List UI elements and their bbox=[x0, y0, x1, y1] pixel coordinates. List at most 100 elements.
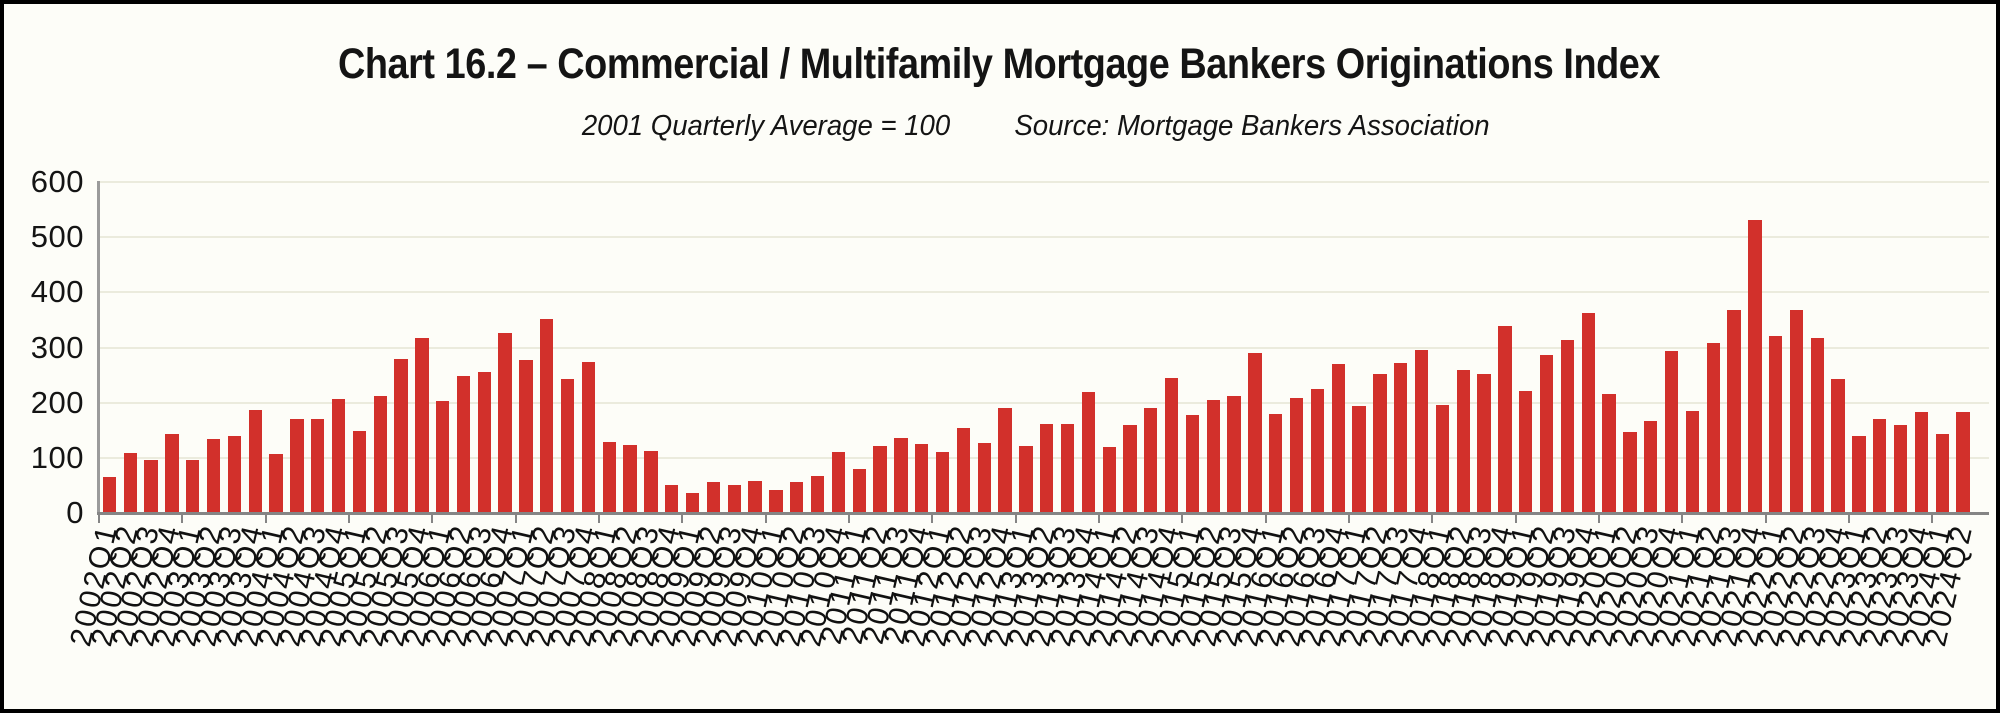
bar bbox=[311, 418, 325, 513]
bar-slot bbox=[1640, 182, 1661, 513]
bar-slot bbox=[453, 182, 474, 513]
gridline bbox=[99, 236, 1989, 239]
bar bbox=[873, 445, 887, 513]
x-axis-tick bbox=[1348, 513, 1350, 523]
bar bbox=[581, 361, 596, 513]
bar bbox=[1102, 447, 1116, 513]
bar bbox=[1644, 421, 1658, 513]
plot-area: 2002Q1 2002Q2 2002Q3 2002Q4 2003Q1 2003Q2 2003… bbox=[65, 181, 1989, 649]
bar bbox=[831, 451, 846, 513]
bar bbox=[644, 451, 658, 513]
bar-slot bbox=[745, 182, 766, 513]
bar-slot bbox=[1120, 182, 1141, 513]
y-axis-line bbox=[97, 181, 100, 514]
bar-slot bbox=[1015, 182, 1036, 513]
bar-slot bbox=[1432, 182, 1453, 513]
bar bbox=[1498, 326, 1512, 513]
x-axis-tick bbox=[1431, 513, 1434, 523]
bar-slot bbox=[1182, 182, 1203, 513]
bar bbox=[1602, 393, 1616, 513]
bar-slot bbox=[1494, 182, 1515, 513]
x-axis-tick bbox=[681, 513, 684, 523]
bar-slot bbox=[245, 182, 266, 513]
gridline bbox=[99, 291, 1989, 294]
bar bbox=[1373, 373, 1387, 513]
bar bbox=[1560, 340, 1575, 513]
bar bbox=[1081, 391, 1095, 513]
bar bbox=[1623, 432, 1637, 513]
bar bbox=[373, 396, 387, 513]
bar bbox=[331, 399, 346, 513]
gridline bbox=[99, 181, 1989, 183]
bar bbox=[436, 401, 450, 513]
bar bbox=[1435, 404, 1450, 513]
bar bbox=[144, 460, 158, 513]
bar-slot bbox=[682, 182, 703, 513]
x-axis-tick bbox=[1098, 513, 1100, 523]
bar-slot bbox=[995, 182, 1016, 513]
bar-slot bbox=[1411, 182, 1432, 513]
bar-slot bbox=[1932, 182, 1953, 513]
bar-slot bbox=[1661, 182, 1682, 513]
x-axis-tick bbox=[1764, 513, 1767, 523]
y-axis-label: 500 bbox=[30, 219, 84, 255]
bar-slot bbox=[828, 182, 849, 513]
bar bbox=[1019, 446, 1033, 513]
bar bbox=[1269, 414, 1283, 513]
x-axis-tick bbox=[1181, 513, 1184, 523]
x-axis-tick bbox=[1514, 513, 1517, 523]
bar bbox=[269, 453, 283, 513]
bar-slot bbox=[474, 182, 495, 513]
bar-slot bbox=[766, 182, 787, 513]
bar-slot bbox=[1786, 182, 1807, 513]
bar-slot bbox=[641, 182, 662, 513]
x-axis-tick bbox=[181, 513, 184, 523]
x-axis-tick bbox=[1014, 513, 1017, 523]
bar-slot bbox=[1370, 182, 1391, 513]
bar-slot bbox=[1807, 182, 1828, 513]
bar bbox=[1831, 378, 1845, 513]
bar-slot bbox=[786, 182, 807, 513]
bar-slot bbox=[599, 182, 620, 513]
bar-slot bbox=[182, 182, 203, 513]
bar-slot bbox=[620, 182, 641, 513]
bar bbox=[1144, 408, 1158, 513]
bar-slot bbox=[120, 182, 141, 513]
x-axis-tick bbox=[598, 513, 600, 523]
bar bbox=[956, 427, 971, 513]
bar-slot bbox=[1328, 182, 1349, 513]
x-axis-tick bbox=[764, 513, 767, 523]
bar bbox=[1914, 411, 1929, 513]
bar-slot bbox=[1869, 182, 1890, 513]
bar bbox=[810, 476, 825, 513]
bar-slot bbox=[1765, 182, 1786, 513]
bar-slot bbox=[578, 182, 599, 513]
bar bbox=[165, 434, 179, 513]
x-axis-tick bbox=[1848, 513, 1850, 523]
x-axis-tick bbox=[848, 513, 850, 523]
bar bbox=[1248, 353, 1262, 513]
bar-slot bbox=[870, 182, 891, 513]
bar bbox=[248, 410, 262, 513]
bar bbox=[1727, 310, 1741, 513]
bar bbox=[186, 459, 200, 513]
bar bbox=[1748, 219, 1762, 513]
bar-slot bbox=[1890, 182, 1911, 513]
bar bbox=[894, 437, 908, 513]
x-axis-tick bbox=[98, 513, 100, 523]
bar bbox=[790, 481, 804, 513]
bar-slot bbox=[911, 182, 932, 513]
bar-slot bbox=[266, 182, 287, 513]
bar bbox=[1873, 418, 1887, 513]
bar bbox=[102, 477, 117, 513]
bar bbox=[498, 333, 512, 513]
bar-slot bbox=[1036, 182, 1057, 513]
bar bbox=[352, 431, 367, 513]
bar-slot bbox=[557, 182, 578, 513]
bar bbox=[560, 378, 575, 513]
bar bbox=[519, 360, 533, 513]
bar bbox=[602, 442, 616, 513]
bar bbox=[1456, 369, 1470, 513]
bar-slot bbox=[1390, 182, 1411, 513]
source-note: Source: Mortgage Bankers Association bbox=[1014, 110, 1490, 142]
